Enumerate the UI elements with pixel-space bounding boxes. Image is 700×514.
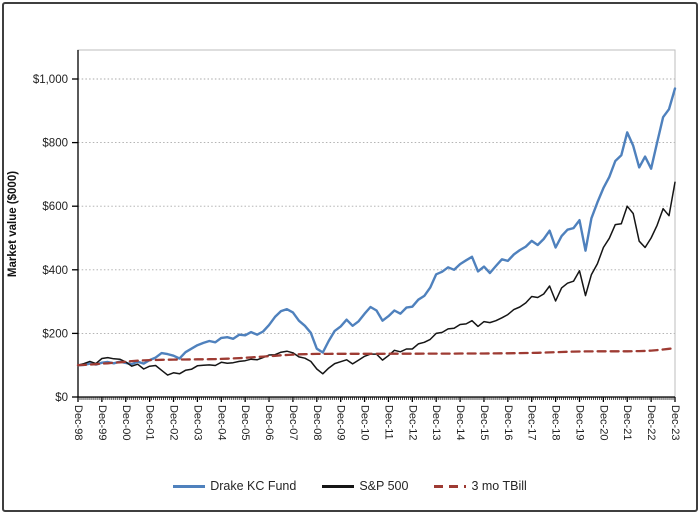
y-axis-tick-label: $1,000	[33, 74, 68, 86]
drake-kc-fund-line	[76, 87, 677, 367]
x-axis-tick-label: Dec-18	[550, 405, 562, 440]
x-axis-tick-label: Dec-09	[335, 405, 347, 440]
3-mo-tbill-line	[76, 346, 677, 367]
x-axis-tick-label: Dec-19	[573, 405, 585, 440]
x-axis-tick-label: Dec-15	[478, 405, 490, 440]
legend-item-drake-kc-fund: Drake KC Fund	[173, 479, 296, 493]
x-axis-tick-label: Dec-10	[359, 405, 371, 440]
x-axis-tick-label: Dec-02	[168, 405, 180, 440]
x-axis-tick-label: Dec-21	[621, 405, 633, 440]
x-axis-tick-label: Dec-14	[454, 405, 466, 440]
x-axis-tick-label: Dec-07	[287, 405, 299, 440]
y-axis-tick-label: $600	[42, 201, 68, 213]
y-axis-tick-label: $200	[42, 328, 68, 340]
x-axis-tick-label: Dec-12	[406, 405, 418, 440]
y-axis-tick-label: $400	[42, 265, 68, 277]
legend-label-3-mo-tbill: 3 mo TBill	[471, 479, 527, 493]
3-mo-tbill-line-sample	[434, 484, 467, 488]
drake-kc-fund-line-sample	[173, 484, 206, 488]
x-axis-tick-label: Dec-03	[191, 405, 203, 440]
sp-500-line	[77, 181, 676, 376]
x-axis-tick-label: Dec-22	[645, 405, 657, 440]
x-axis-tick-label: Dec-05	[239, 405, 251, 440]
x-axis-tick-label: Dec-23	[669, 405, 681, 440]
plot-area-border	[77, 49, 676, 398]
x-axis-tick-label: Dec-11	[382, 405, 394, 440]
x-axis-tick-label: Dec-99	[96, 405, 108, 440]
y-axis-tick-label: $800	[42, 138, 68, 150]
x-axis-tick-label: Dec-01	[144, 405, 156, 440]
legend-label-sp-500: S&P 500	[359, 479, 409, 493]
legend-item-sp-500: S&P 500	[322, 479, 408, 493]
legend-label-drake-kc-fund: Drake KC Fund	[210, 479, 297, 493]
x-axis-tick-label: Dec-98	[72, 405, 84, 440]
x-axis-tick-label: Dec-13	[430, 405, 442, 440]
x-axis-tick-label: Dec-20	[597, 405, 609, 440]
x-axis-tick-label: Dec-08	[311, 405, 323, 440]
x-axis-tick-label: Dec-17	[526, 405, 538, 440]
y-axis-title: Market value ($000)	[7, 171, 19, 277]
legend-item-3-mo-tbill: 3 mo TBill	[434, 479, 527, 493]
x-axis-tick-label: Dec-06	[263, 405, 275, 440]
legend: Drake KC Fund S&P 500 3 mo TBill	[0, 479, 700, 493]
y-axis-tick-label: $0	[55, 392, 68, 404]
sp-500-line-sample	[322, 484, 355, 488]
x-axis-tick-label: Dec-16	[502, 405, 514, 440]
x-axis-tick-label: Dec-00	[120, 405, 132, 440]
x-axis-tick-label: Dec-04	[215, 405, 227, 440]
